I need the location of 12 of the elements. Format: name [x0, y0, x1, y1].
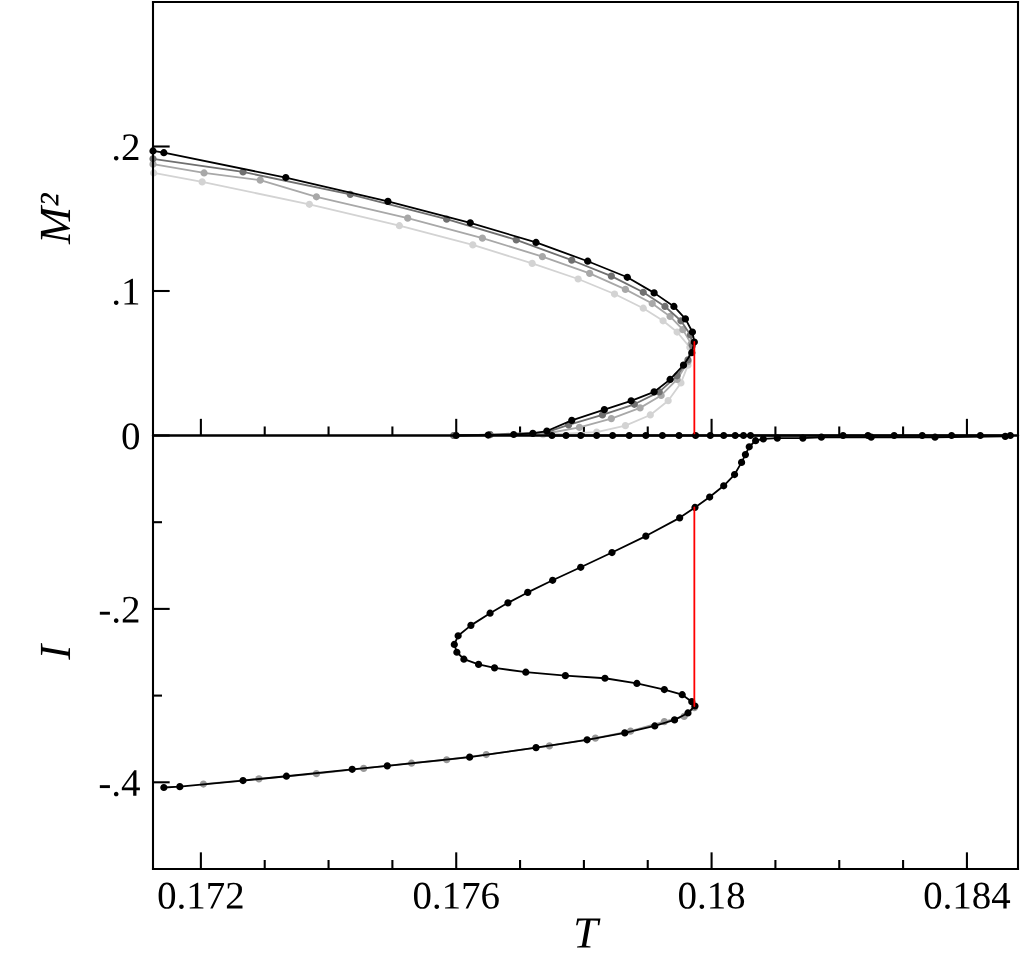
y-tick-label: -.4 — [99, 770, 140, 797]
y-axis-title: M² — [40, 192, 71, 245]
y-tick-label: .2 — [113, 134, 139, 161]
x-tick-label: 0.18 — [679, 882, 745, 910]
y-tick-label: .1 — [113, 278, 139, 306]
y-tick-label: 0 — [122, 423, 140, 450]
x-axis-title: T — [576, 918, 601, 948]
x-tick-label: 0.184 — [924, 882, 1011, 910]
x-tick-label: 0.172 — [158, 882, 243, 910]
y-axis-title: I — [40, 643, 71, 660]
x-tick-label: 0.176 — [413, 882, 499, 910]
y-tick-label: -.2 — [99, 596, 139, 623]
